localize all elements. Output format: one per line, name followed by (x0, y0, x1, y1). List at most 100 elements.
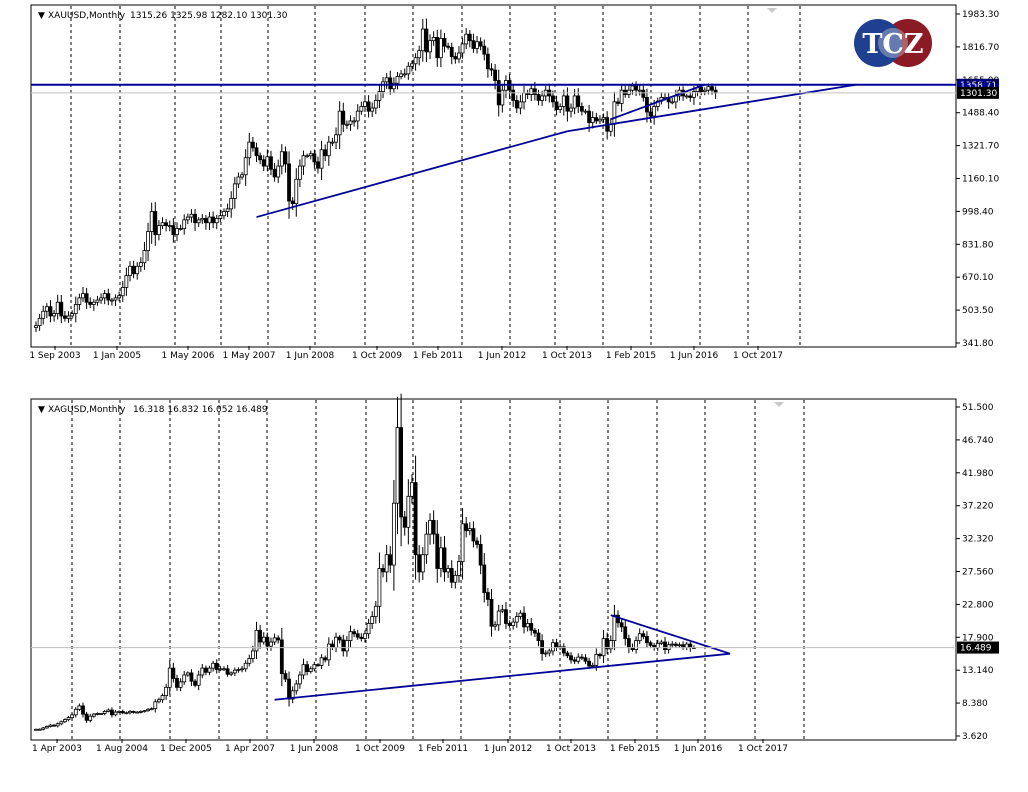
trendline[interactable] (274, 652, 731, 701)
x-tick-label: 1 Feb 2011 (413, 351, 463, 361)
current-price-tag (957, 86, 999, 99)
candle-body (175, 228, 179, 236)
candle-body (652, 106, 657, 117)
candle-body (536, 94, 541, 101)
candle-body (428, 40, 432, 53)
x-tick-label: 1 Jun 2012 (478, 351, 526, 361)
candle-body (305, 155, 310, 158)
candle-body (37, 317, 42, 327)
candle-body (370, 616, 375, 624)
silver-ohlc-label: 16.318 16.832 16.052 16.489 (133, 405, 268, 415)
candle-body (417, 50, 422, 59)
candle-body (44, 306, 49, 312)
candle-body (395, 427, 400, 504)
candle-body (359, 106, 364, 112)
candle-body (670, 643, 675, 646)
candle-body (200, 218, 205, 221)
candle-body (258, 629, 263, 643)
candle-body (305, 664, 310, 672)
candle-body (48, 306, 53, 317)
candle-body (673, 643, 678, 646)
candle-body (453, 574, 458, 583)
silver-x-axis: 1 Apr 2003 1 Aug 2004 1 Dec 2005 1 Apr 2007… (32, 739, 788, 754)
candle-body (355, 110, 360, 122)
candle-body (323, 657, 328, 661)
candle-body (536, 632, 541, 642)
candle-body (518, 612, 523, 617)
candle-body (110, 299, 114, 302)
candle-body (178, 228, 183, 230)
candle-body (229, 198, 234, 210)
candle-body (623, 626, 628, 639)
candle-body (135, 711, 140, 714)
candle-body (438, 547, 443, 569)
candle-body (522, 612, 526, 628)
y-tick-label: 1488.40 (962, 109, 999, 119)
x-tick-label: 1 Jun 2008 (290, 744, 339, 754)
y-tick-label: 51.500 (962, 403, 994, 413)
candle-body (326, 643, 331, 661)
y-tick-label: 831.80 (962, 240, 994, 250)
candle-body (81, 293, 85, 299)
candle-body (290, 200, 295, 204)
candle-body (222, 668, 226, 671)
candle-body (475, 41, 479, 49)
candle-body (435, 37, 440, 59)
silver-symbol-arrow-icon[interactable]: ▼ (38, 405, 45, 415)
y-tick-label: 41.980 (962, 469, 994, 479)
candle-body (551, 95, 555, 103)
candle-body (334, 134, 338, 143)
candle-body (95, 299, 100, 303)
candle-body (294, 178, 299, 204)
y-tick-label: 1983.30 (962, 10, 999, 20)
candle-body (301, 664, 306, 676)
candle-body (110, 709, 114, 716)
candle-body (52, 724, 56, 727)
candle-body (529, 88, 534, 95)
candle-body (363, 101, 367, 107)
candle-body (236, 669, 241, 671)
x-tick-label: 1 Oct 2009 (352, 351, 402, 361)
gold-symbol-arrow-icon[interactable]: ▼ (38, 11, 45, 21)
candle-body (449, 568, 454, 583)
candle-body (377, 91, 382, 101)
candle-body (641, 633, 646, 637)
candle-body (605, 638, 610, 650)
x-tick-label: 1 Dec 2005 (160, 744, 212, 754)
candle-body (138, 711, 143, 713)
candle-body (34, 728, 38, 731)
candle-body (612, 614, 617, 642)
candle-body (572, 95, 577, 109)
candle-body (471, 528, 476, 542)
candle-body (131, 711, 136, 713)
candle-body (66, 315, 71, 319)
candle-body (565, 652, 570, 657)
gold-grid (70, 6, 801, 346)
trendline[interactable] (610, 83, 706, 121)
current-price-label: 16.489 (960, 644, 992, 654)
candle-body (124, 712, 129, 715)
candle-body (413, 57, 418, 65)
candle-body (157, 699, 161, 703)
tcz-logo: TCZ (854, 19, 932, 67)
candle-body (442, 38, 447, 47)
candle-body (193, 680, 197, 686)
candle-body (348, 120, 353, 125)
candle-body (269, 641, 273, 647)
candle-body (41, 310, 46, 319)
candle-body (102, 293, 107, 299)
candle-body (189, 213, 194, 218)
candle-body (185, 216, 190, 221)
candle-body (626, 89, 631, 95)
candle-body (225, 208, 230, 212)
silver-panel: 16.489 51.500 46.740 41.980 37.220 32.320 27.… (30, 393, 999, 754)
candle-body (225, 668, 230, 675)
candle-body (612, 101, 617, 125)
candle-body (146, 231, 150, 252)
candle-body (702, 89, 707, 93)
candle-body (558, 106, 563, 110)
candle-body (250, 650, 255, 659)
candle-body (493, 69, 498, 81)
candle-body (489, 598, 494, 627)
trendline[interactable] (256, 130, 568, 218)
